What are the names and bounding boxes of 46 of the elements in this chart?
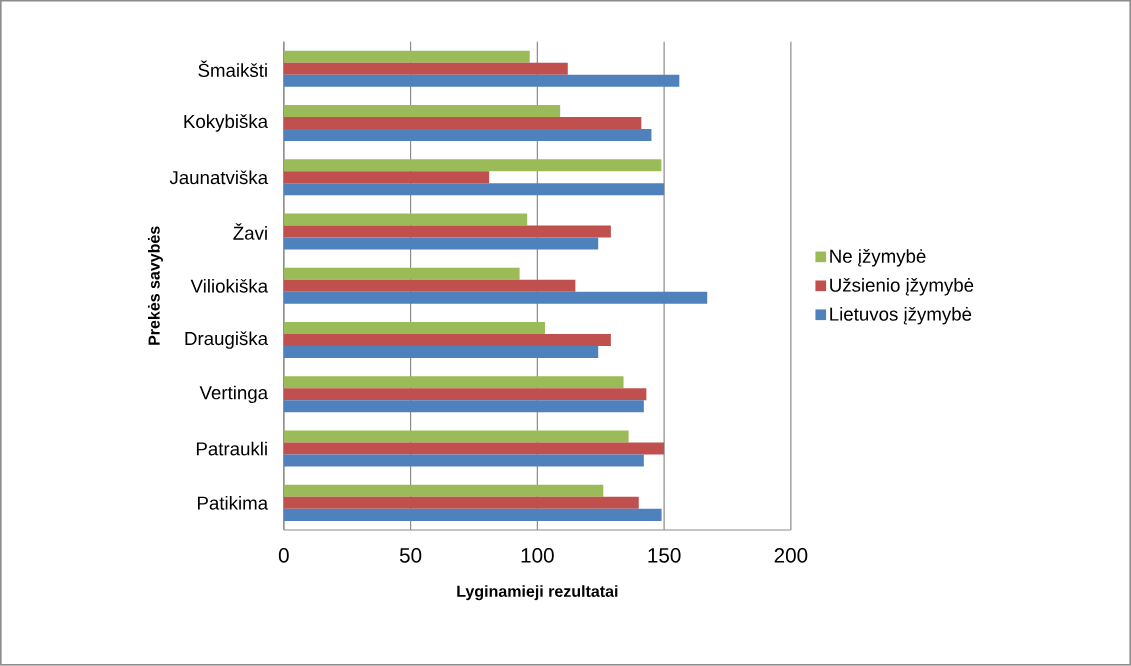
bar	[283, 442, 665, 455]
bar	[283, 485, 604, 498]
bar	[283, 159, 662, 172]
y-tick-label: Jaunatviška	[169, 170, 269, 185]
bar	[283, 430, 629, 443]
legend-label: Lietuvos įžymybė	[830, 307, 972, 325]
y-tick-label: Žavi	[233, 223, 267, 240]
bar	[283, 267, 520, 280]
bar	[283, 225, 611, 238]
bar	[283, 376, 624, 389]
bar	[283, 454, 644, 467]
bar	[283, 322, 545, 335]
bar	[283, 388, 647, 401]
bar	[283, 400, 644, 413]
y-tick-label: Draugiška	[185, 331, 269, 349]
bar	[283, 509, 662, 522]
bar	[283, 183, 665, 196]
bar	[283, 129, 652, 142]
x-tick-label: 100	[521, 548, 554, 563]
bar	[283, 171, 490, 184]
legend-label: Ne įžymybė	[830, 249, 926, 267]
bar	[283, 74, 680, 87]
bar	[283, 497, 639, 510]
bar	[283, 50, 530, 63]
bar	[283, 346, 599, 359]
x-tick-label: 150	[648, 548, 681, 563]
bar	[283, 213, 528, 226]
bar	[283, 117, 642, 130]
y-tick-label: Kokybiška	[184, 114, 269, 132]
bar	[283, 62, 568, 75]
bar	[283, 237, 599, 250]
x-tick-label: 200	[774, 548, 808, 563]
y-tick-label: Viliokiška	[190, 279, 269, 293]
x-tick-label: 0	[278, 548, 289, 563]
y-axis-title: Prekės savybės	[148, 226, 163, 345]
x-tick-label: 50	[399, 548, 422, 563]
bar	[283, 105, 561, 118]
y-tick-label: Vertinga	[199, 385, 269, 404]
y-tick-label: Šmaikšti	[198, 60, 267, 78]
legend-label: Užsienio įžymybė	[830, 278, 974, 296]
y-tick-label: Patikima	[197, 496, 269, 510]
bar	[283, 279, 576, 292]
y-tick-label: Patraukli	[196, 441, 267, 456]
bar	[283, 334, 611, 347]
x-axis-title: Lyginamieji rezultatai	[457, 585, 618, 601]
bar	[283, 291, 708, 304]
